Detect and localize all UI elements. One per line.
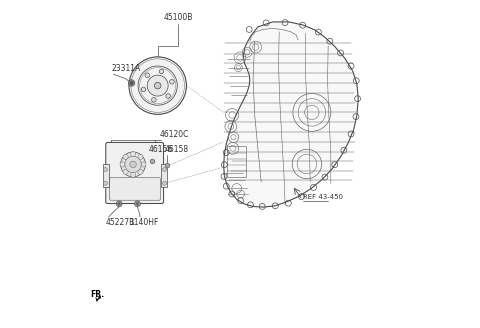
- Text: REF 43-450: REF 43-450: [303, 194, 343, 200]
- Circle shape: [104, 168, 108, 172]
- Text: 46158: 46158: [164, 145, 188, 154]
- Bar: [161, 164, 167, 187]
- Circle shape: [165, 163, 170, 168]
- Bar: [227, 146, 246, 177]
- Circle shape: [155, 82, 161, 89]
- Circle shape: [136, 203, 139, 205]
- Circle shape: [125, 156, 141, 173]
- Circle shape: [120, 162, 125, 167]
- Circle shape: [138, 169, 143, 174]
- Circle shape: [138, 154, 143, 160]
- Circle shape: [131, 172, 136, 177]
- Circle shape: [145, 73, 150, 77]
- Text: 1140HF: 1140HF: [130, 218, 159, 227]
- Circle shape: [104, 181, 108, 185]
- Text: 23311A: 23311A: [112, 64, 141, 73]
- Circle shape: [128, 80, 135, 86]
- Circle shape: [163, 181, 167, 185]
- Circle shape: [129, 57, 186, 114]
- Text: 46156: 46156: [148, 145, 173, 154]
- Text: 46120C: 46120C: [160, 130, 189, 138]
- FancyBboxPatch shape: [106, 142, 164, 203]
- Circle shape: [130, 161, 136, 168]
- Circle shape: [134, 201, 140, 207]
- Circle shape: [169, 79, 174, 84]
- FancyBboxPatch shape: [110, 178, 160, 200]
- Circle shape: [123, 169, 128, 174]
- Circle shape: [118, 203, 120, 205]
- Circle shape: [130, 81, 133, 85]
- Circle shape: [141, 162, 146, 167]
- Text: FR.: FR.: [90, 290, 104, 299]
- Text: 45100B: 45100B: [163, 13, 192, 22]
- Text: 45227B: 45227B: [106, 218, 135, 227]
- Polygon shape: [224, 22, 358, 207]
- Circle shape: [166, 94, 170, 98]
- Circle shape: [131, 151, 136, 156]
- Circle shape: [120, 152, 145, 177]
- Circle shape: [147, 75, 168, 96]
- Circle shape: [141, 87, 146, 92]
- Bar: [103, 164, 108, 187]
- Circle shape: [150, 159, 155, 164]
- Circle shape: [116, 201, 122, 207]
- Circle shape: [163, 168, 167, 172]
- Circle shape: [123, 154, 128, 160]
- Circle shape: [159, 69, 164, 74]
- Circle shape: [152, 97, 156, 102]
